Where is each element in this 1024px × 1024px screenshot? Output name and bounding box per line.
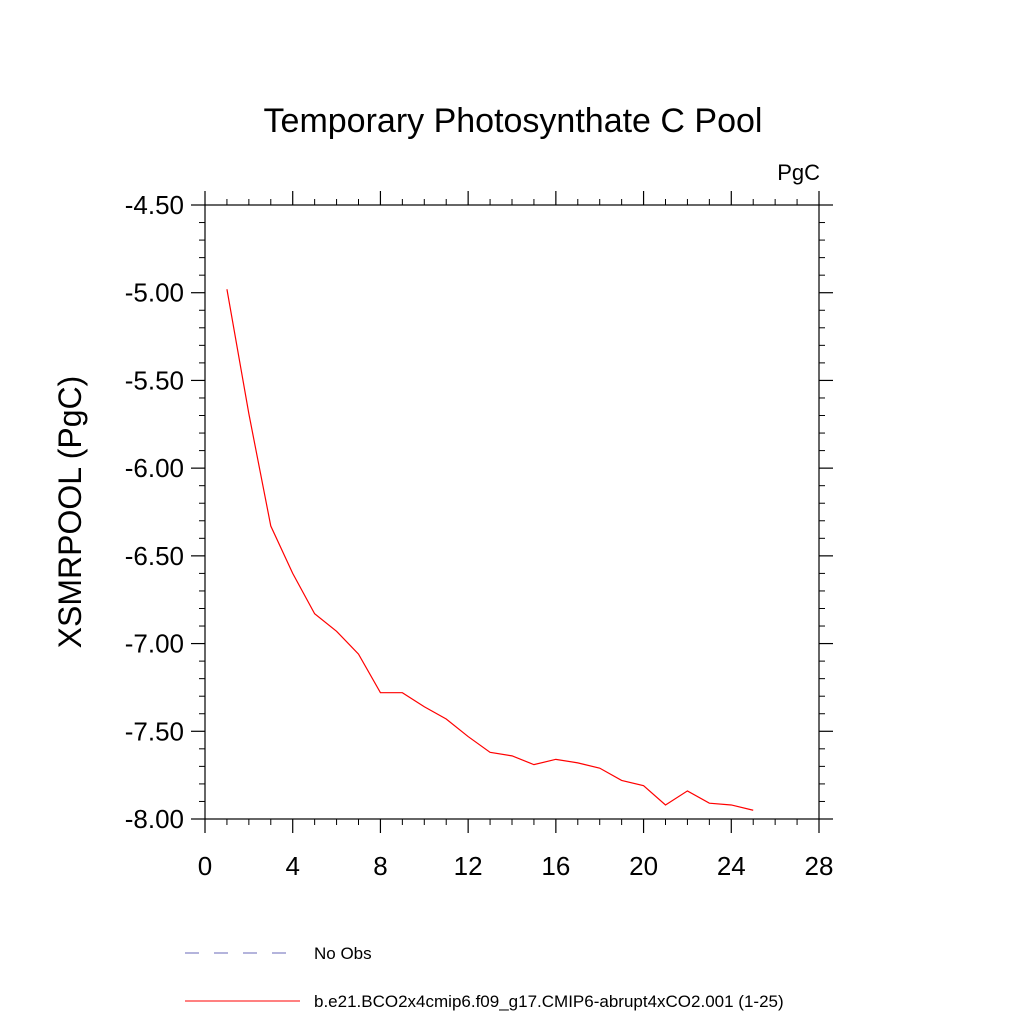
- y-tick-label: -8.00: [125, 804, 184, 834]
- series-layer: [226, 289, 754, 811]
- x-tick-label: 28: [805, 851, 834, 881]
- y-tick-label: -7.50: [125, 716, 184, 746]
- x-tick-label: 12: [454, 851, 483, 881]
- y-tick-label: -5.00: [125, 278, 184, 308]
- x-tick-label: 0: [198, 851, 212, 881]
- y-tick-label: -6.50: [125, 541, 184, 571]
- chart-title: Temporary Photosynthate C Pool: [264, 102, 763, 140]
- units-label: PgC: [777, 160, 820, 185]
- legend-label-model-run: b.e21.BCO2x4cmip6.f09_g17.CMIP6-abrupt4x…: [314, 992, 784, 1011]
- y-tick-label: -4.50: [125, 190, 184, 220]
- y-tick-label: -7.00: [125, 629, 184, 659]
- legend: No Obs b.e21.BCO2x4cmip6.f09_g17.CMIP6-a…: [185, 944, 784, 1011]
- y-axis-label: XSMRPOOL (PgC): [52, 376, 88, 649]
- x-tick-label: 8: [373, 851, 387, 881]
- x-tick-label: 24: [717, 851, 746, 881]
- tick-labels: 0 4 8 12 16 20 24 28 -4.50 -5.00 -5.50 -6.00 -6.50 -7…: [125, 190, 834, 881]
- y-tick-label: -5.50: [125, 365, 184, 395]
- x-tick-label: 4: [285, 851, 299, 881]
- x-tick-label: 20: [629, 851, 658, 881]
- legend-label-no-obs: No Obs: [314, 944, 372, 963]
- series-line: [226, 289, 754, 811]
- axis-ticks: [191, 191, 833, 833]
- y-tick-label: -6.00: [125, 453, 184, 483]
- x-tick-label: 16: [541, 851, 570, 881]
- plot-frame: [204, 204, 820, 820]
